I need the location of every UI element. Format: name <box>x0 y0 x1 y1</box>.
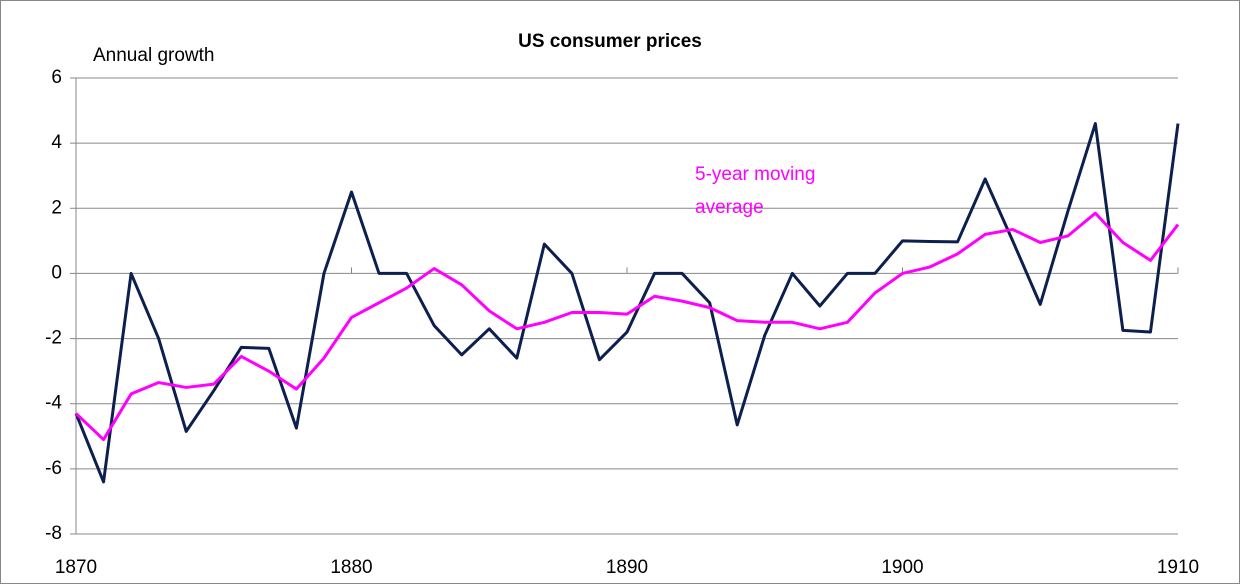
x-tick-label: 1900 <box>881 557 923 578</box>
series-annotation: 5-year moving average <box>695 164 816 218</box>
y-tick-label: 2 <box>51 197 62 218</box>
y-tick-label: -4 <box>45 393 62 414</box>
x-tick-label: 1870 <box>55 557 97 578</box>
chart-title: US consumer prices <box>518 31 702 52</box>
y-axis-label: Annual growth <box>93 45 214 66</box>
series-line <box>74 211 1180 442</box>
y-tick-label: 4 <box>51 132 62 153</box>
y-tick-label: -2 <box>45 328 62 349</box>
x-tick-label: 1880 <box>330 557 372 578</box>
x-tick-label: 1890 <box>606 557 648 578</box>
y-tick-label: -8 <box>45 523 62 544</box>
y-tick-label: 6 <box>51 67 62 88</box>
series-line <box>74 122 1180 484</box>
y-tick-label: 0 <box>51 262 62 283</box>
x-tick-label: 1910 <box>1157 557 1199 578</box>
y-tick-label: -6 <box>45 458 62 479</box>
